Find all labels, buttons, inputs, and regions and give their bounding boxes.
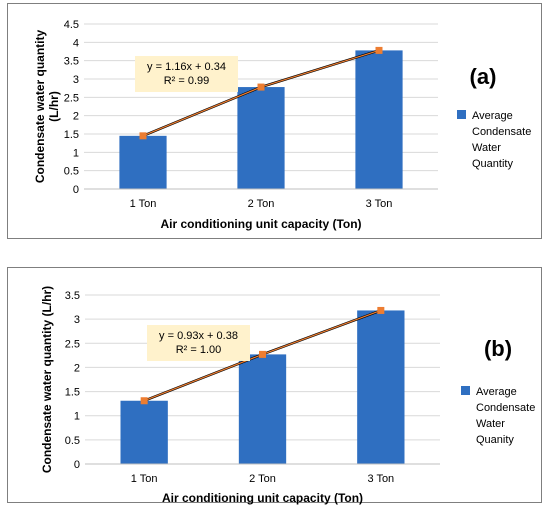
trendline-equation: y = 0.93x + 0.38 — [159, 330, 238, 342]
bar — [238, 354, 287, 464]
bar — [355, 50, 403, 190]
trendline-r-squared: R² = 1.00 — [176, 344, 222, 356]
equation-box — [147, 325, 250, 361]
data-point-marker — [140, 397, 148, 405]
data-point-marker — [259, 350, 266, 358]
chart-panel-b: 0 0.5 1 1.5 2 2.5 3 3.5 1 Ton 2 Ton 3 Ton y = 0.93x… — [7, 267, 542, 505]
legend-swatch — [461, 386, 470, 395]
equation-box — [135, 56, 238, 92]
y-axis-title: Condensate water quantity — [33, 29, 47, 183]
legend-label: Condensate — [472, 126, 531, 138]
x-tick-label: 1 Ton — [130, 198, 157, 210]
y-tick-label: 1 — [74, 411, 80, 423]
y-tick-label: 1.5 — [65, 387, 80, 399]
x-tick-label: 3 Ton — [366, 198, 393, 210]
y-tick-label: 2.5 — [64, 92, 79, 104]
x-axis-title: Air conditioning unit capacity (Ton) — [160, 217, 361, 231]
bar — [237, 87, 285, 189]
x-tick-label: 2 Ton — [248, 198, 275, 210]
chart-b-svg: 0 0.5 1 1.5 2 2.5 3 3.5 1 Ton 2 Ton 3 Ton y = 0.93x… — [40, 286, 535, 505]
x-tick-label: 3 Ton — [367, 473, 394, 485]
legend-label: Average — [476, 386, 517, 398]
y-tick-label: 4 — [73, 37, 79, 49]
panel-label: (a) — [470, 64, 497, 89]
y-axis-title: (L/hr) — [47, 91, 61, 122]
legend-label: Water — [472, 142, 501, 154]
trendline-equation: y = 1.16x + 0.34 — [147, 61, 226, 73]
y-tick-label: 2 — [73, 111, 79, 123]
legend-label: Quantity — [472, 158, 513, 170]
legend-label: Average — [472, 110, 513, 122]
panel-label: (b) — [484, 336, 512, 361]
y-tick-label: 2 — [74, 362, 80, 374]
bar — [357, 310, 405, 464]
legend-label: Condensate — [476, 402, 535, 414]
y-tick-label: 1 — [73, 147, 79, 159]
data-point-marker — [257, 83, 265, 91]
y-tick-label: 1.5 — [64, 129, 79, 141]
x-tick-label: 2 Ton — [249, 473, 276, 485]
y-tick-label: 0.5 — [64, 166, 79, 178]
chart-panel-a: 0 0.5 1 1.5 2 2.5 3 3.5 4 4.5 1 Ton 2 Ton 3 Ton y = 1… — [7, 3, 542, 239]
legend-label: Water — [476, 418, 505, 430]
y-tick-label: 2.5 — [65, 338, 80, 350]
y-tick-label: 0 — [74, 459, 80, 471]
x-axis-title: Air conditioning unit capacity (Ton) — [162, 491, 363, 505]
y-tick-label: 3.5 — [65, 290, 80, 302]
y-tick-label: 3 — [74, 314, 80, 326]
legend-label: Quanity — [476, 434, 514, 446]
trendline-r-squared: R² = 0.99 — [164, 75, 210, 87]
data-point-marker — [139, 132, 147, 140]
y-tick-label: 3.5 — [64, 56, 79, 68]
y-axis-title: Condensate water quantity (L/hr) — [40, 286, 54, 473]
bar — [119, 135, 167, 189]
data-point-marker — [377, 306, 385, 314]
legend-swatch — [457, 110, 466, 119]
chart-a-svg: 0 0.5 1 1.5 2 2.5 3 3.5 4 4.5 1 Ton 2 Ton 3 Ton y = 1… — [33, 19, 531, 231]
y-tick-label: 3 — [73, 74, 79, 86]
bar — [120, 400, 168, 464]
y-tick-label: 0 — [73, 184, 79, 196]
x-tick-label: 1 Ton — [131, 473, 158, 485]
data-point-marker — [375, 46, 383, 54]
y-tick-label: 0.5 — [65, 435, 80, 447]
y-tick-label: 4.5 — [64, 19, 79, 31]
